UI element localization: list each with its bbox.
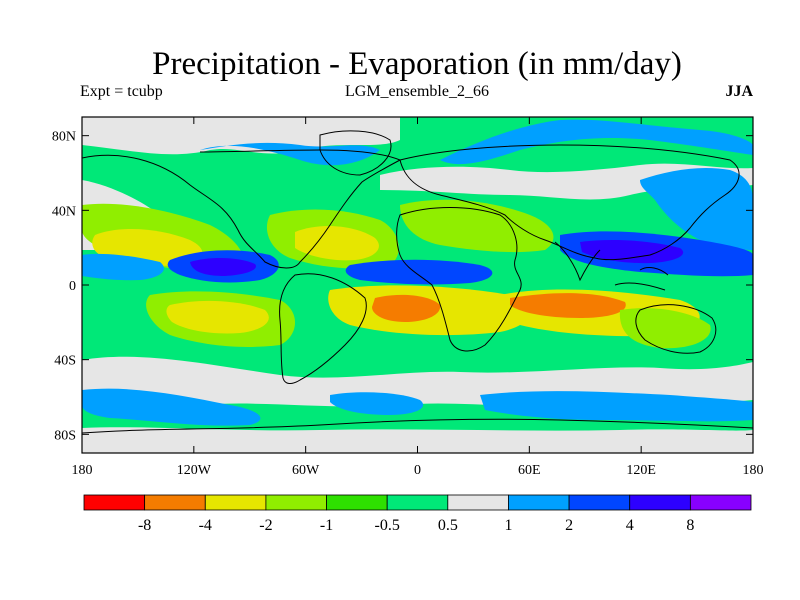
colorbar-swatch (508, 494, 570, 511)
colorbar-label: 4 (626, 517, 634, 534)
lat-tick-label: 80S (54, 428, 76, 443)
colorbar-label: 2 (565, 517, 573, 534)
coastline-india (554, 241, 601, 282)
field-blue-southern-ocean (82, 388, 261, 426)
colorbar-label: -1 (320, 517, 333, 534)
field-orange-indian (510, 293, 626, 318)
colorbar-label: 8 (686, 517, 694, 534)
colorbar-label: -4 (199, 517, 212, 534)
colorbar-swatch (689, 494, 752, 511)
coastline-eurasia (399, 144, 740, 261)
field-blue-southern-atlantic (330, 392, 424, 415)
coastline-indonesia (614, 267, 669, 291)
coastline-north-america (82, 149, 402, 269)
coastlines (82, 130, 753, 434)
field-lime-australia (619, 308, 711, 349)
colorbar-label: 1 (504, 517, 512, 534)
experiment-label: Expt = tcubp (80, 83, 163, 100)
field-yellow-north-atlantic (295, 226, 379, 261)
colorbar-swatch (83, 494, 146, 511)
field-blue-arctic-canada (200, 142, 380, 166)
colorbar-swatch (326, 494, 388, 511)
colorbar-label: -8 (138, 517, 151, 534)
lat-tick-label: 80N (52, 130, 76, 145)
lon-tick-label: 120E (626, 463, 656, 478)
chart-title: Precipitation - Evaporation (in mm/day) (152, 46, 682, 82)
axis-ticks: 80N 40N 0 40S 80S 180 120W 60W 0 60E 120E 180 (52, 117, 764, 478)
colorbar-swatch (386, 494, 449, 511)
colorbar-label: -0.5 (375, 517, 400, 534)
field-blue-arctic-north (440, 119, 753, 165)
coastline-australia (635, 304, 717, 354)
field-gray-eurasia (380, 163, 753, 200)
precip-field (82, 117, 753, 453)
lon-tick-label: 60W (292, 463, 320, 478)
ensemble-label: LGM_ensemble_2_66 (345, 83, 489, 100)
field-blue-east-asia (640, 168, 753, 250)
colorbar-label: 0.5 (438, 517, 458, 534)
colorbar-swatch (568, 494, 631, 511)
coastline-south-america (279, 273, 367, 384)
coastline-antarctica (82, 418, 753, 434)
colorbar-swatch (204, 494, 267, 511)
colorbar-label: -2 (259, 517, 272, 534)
field-purple-itcz-east-pacific (190, 258, 256, 276)
field-yellow-south-pacific (166, 300, 269, 334)
colorbar-swatch (629, 494, 691, 511)
colorbar: -8 -4 -2 -1 -0.5 0.5 1 2 4 8 (83, 494, 752, 534)
season-label: JJA (725, 83, 753, 100)
field-lightblue-itcz-pacific (82, 253, 164, 281)
field-purple-monsoon (580, 240, 684, 264)
field-lime-sahara (400, 199, 554, 253)
field-blue-southern-ocean-east (480, 391, 753, 422)
lon-tick-label: 60E (518, 463, 541, 478)
coastline-greenland (319, 130, 392, 176)
lon-tick-label: 180 (743, 463, 764, 478)
colorbar-swatch (447, 494, 509, 511)
lon-tick-label: 120W (177, 463, 212, 478)
lat-tick-label: 40N (52, 204, 76, 219)
field-gray-antarctic (82, 427, 753, 453)
lon-tick-label: 0 (414, 463, 421, 478)
coastline-africa (396, 207, 522, 352)
field-blue-itcz-atlantic (345, 259, 493, 285)
field-orange-south-atlantic (372, 294, 441, 322)
lat-tick-label: 40S (54, 354, 76, 369)
colorbar-swatch (144, 494, 206, 511)
lat-tick-label: 0 (69, 279, 76, 294)
colorbar-swatch (265, 494, 327, 511)
lon-tick-label: 180 (72, 463, 93, 478)
